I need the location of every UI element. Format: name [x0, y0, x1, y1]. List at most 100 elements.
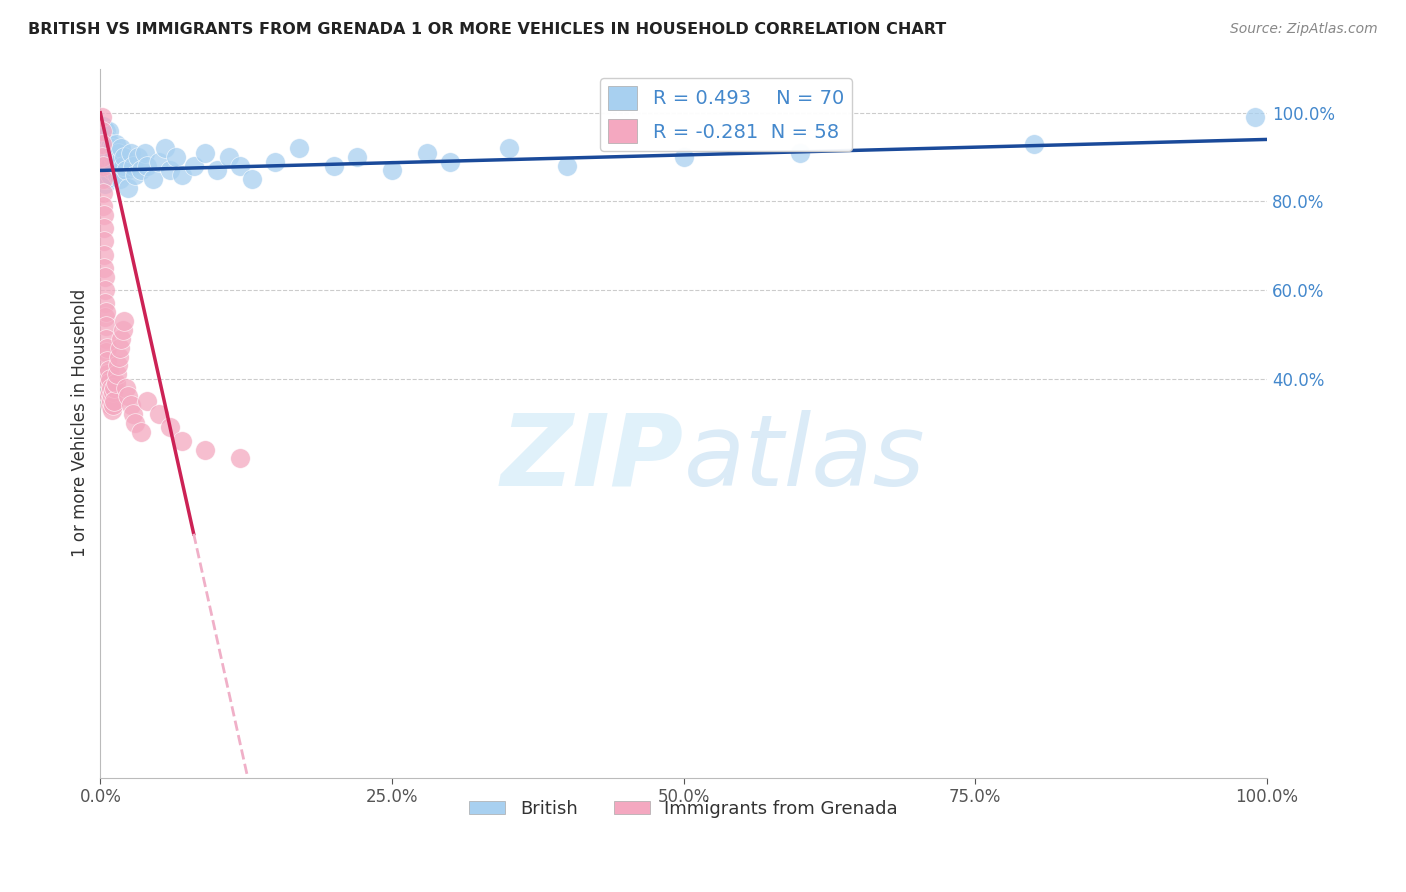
Point — [96, 150, 118, 164]
Point — [91, 119, 114, 133]
Point — [103, 384, 125, 399]
Text: BRITISH VS IMMIGRANTS FROM GRENADA 1 OR MORE VEHICLES IN HOUSEHOLD CORRELATION C: BRITISH VS IMMIGRANTS FROM GRENADA 1 OR … — [28, 22, 946, 37]
Point — [122, 407, 145, 421]
Point — [142, 172, 165, 186]
Point — [124, 168, 146, 182]
Point — [111, 323, 134, 337]
Point — [96, 305, 118, 319]
Point — [1022, 136, 1045, 151]
Point — [108, 350, 131, 364]
Point — [439, 154, 461, 169]
Point — [103, 393, 125, 408]
Point — [287, 141, 309, 155]
Point — [96, 318, 118, 333]
Point — [98, 168, 121, 182]
Point — [96, 145, 118, 160]
Point — [100, 393, 122, 408]
Point — [170, 434, 193, 448]
Point — [97, 159, 120, 173]
Point — [93, 260, 115, 275]
Point — [112, 150, 135, 164]
Point — [103, 398, 125, 412]
Point — [115, 163, 138, 178]
Point — [107, 359, 129, 373]
Point — [194, 145, 217, 160]
Point — [170, 168, 193, 182]
Point — [122, 159, 145, 173]
Point — [94, 154, 117, 169]
Point — [96, 354, 118, 368]
Point — [94, 177, 117, 191]
Y-axis label: 1 or more Vehicles in Household: 1 or more Vehicles in Household — [72, 289, 89, 558]
Point — [229, 451, 252, 466]
Point — [90, 150, 112, 164]
Point — [108, 341, 131, 355]
Point — [94, 269, 117, 284]
Point — [672, 150, 695, 164]
Point — [91, 172, 114, 186]
Point — [96, 332, 118, 346]
Point — [103, 381, 125, 395]
Point — [93, 221, 115, 235]
Point — [97, 389, 120, 403]
Point — [91, 159, 114, 173]
Point — [101, 389, 124, 403]
Point — [101, 141, 124, 155]
Point — [789, 145, 811, 160]
Point — [159, 163, 181, 178]
Point — [1244, 110, 1267, 124]
Point — [136, 159, 159, 173]
Point — [264, 154, 287, 169]
Point — [117, 389, 139, 403]
Point — [97, 123, 120, 137]
Text: atlas: atlas — [683, 410, 925, 507]
Point — [90, 110, 112, 124]
Point — [148, 407, 170, 421]
Point — [94, 132, 117, 146]
Point — [129, 425, 152, 439]
Point — [98, 372, 121, 386]
Point — [101, 402, 124, 417]
Point — [110, 332, 132, 346]
Text: Source: ZipAtlas.com: Source: ZipAtlas.com — [1230, 22, 1378, 37]
Point — [159, 420, 181, 434]
Point — [93, 235, 115, 249]
Point — [136, 393, 159, 408]
Point — [103, 159, 125, 173]
Point — [96, 172, 118, 186]
Point — [108, 154, 131, 169]
Point — [90, 123, 112, 137]
Point — [381, 163, 404, 178]
Point — [218, 150, 240, 164]
Point — [91, 186, 114, 200]
Point — [94, 310, 117, 324]
Text: ZIP: ZIP — [501, 410, 683, 507]
Point — [96, 163, 118, 178]
Point — [100, 381, 122, 395]
Point — [104, 136, 127, 151]
Point — [112, 314, 135, 328]
Point — [100, 136, 122, 151]
Point — [346, 150, 368, 164]
Legend: British, Immigrants from Grenada: British, Immigrants from Grenada — [463, 793, 905, 825]
Point — [90, 136, 112, 151]
Point — [416, 145, 439, 160]
Point — [96, 368, 118, 382]
Point — [127, 150, 149, 164]
Point — [90, 141, 112, 155]
Point — [93, 247, 115, 261]
Point — [103, 150, 125, 164]
Point — [205, 163, 228, 178]
Point — [111, 159, 134, 173]
Point — [96, 132, 118, 146]
Point — [93, 168, 115, 182]
Point — [101, 163, 124, 178]
Point — [110, 141, 132, 155]
Point — [97, 363, 120, 377]
Point — [105, 368, 128, 382]
Point — [98, 384, 121, 399]
Point — [148, 154, 170, 169]
Point — [93, 208, 115, 222]
Point — [194, 442, 217, 457]
Point — [134, 145, 156, 160]
